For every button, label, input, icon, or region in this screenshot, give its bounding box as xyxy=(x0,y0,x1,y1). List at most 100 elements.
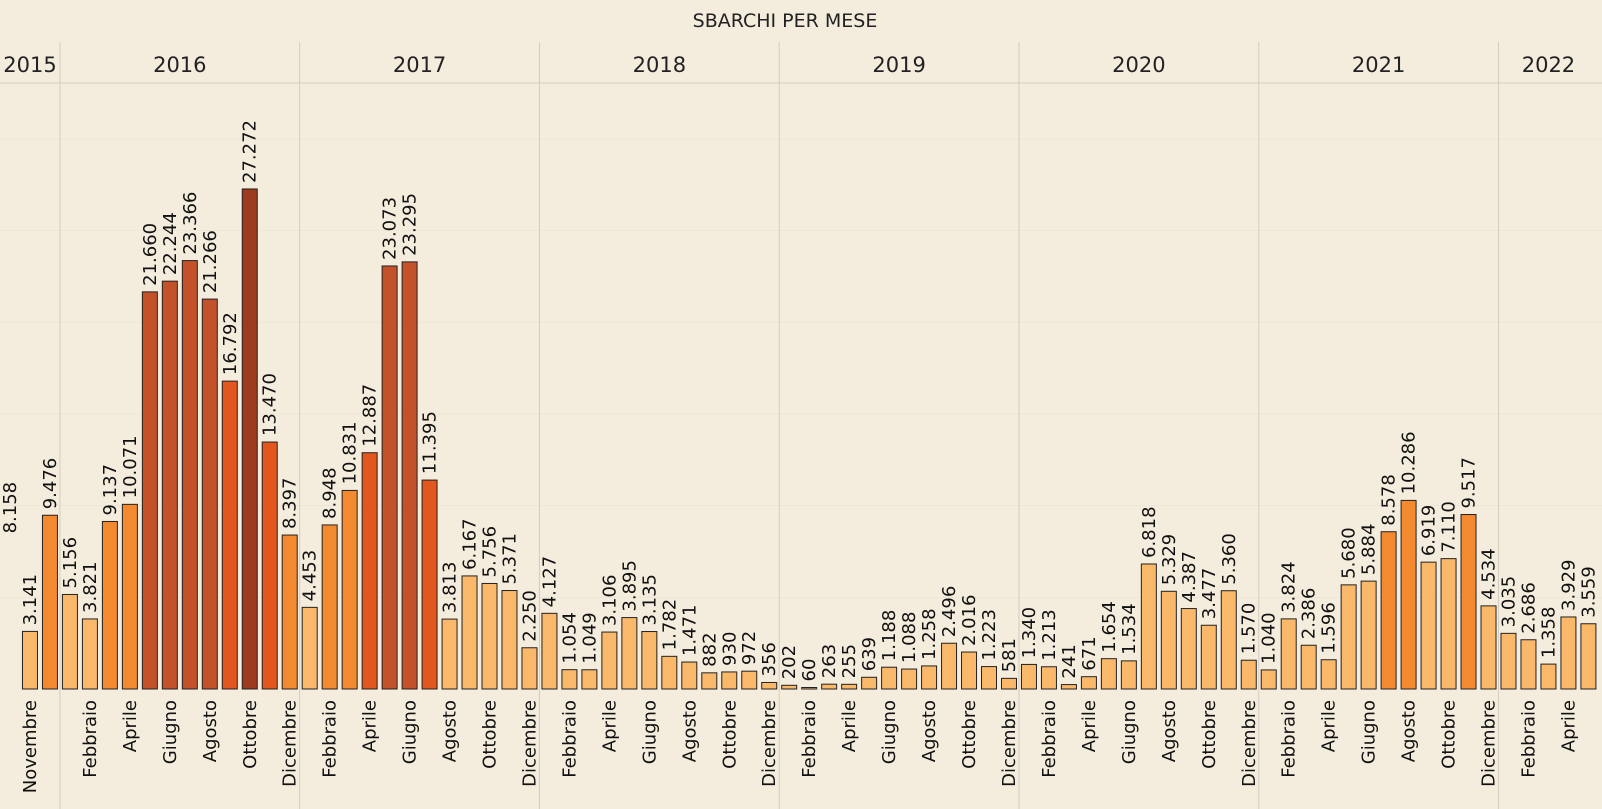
value-label: 8.158 xyxy=(0,482,21,534)
month-label: Febbraio xyxy=(559,700,580,778)
month-label: Febbraio xyxy=(1518,700,1539,778)
value-label: 3.135 xyxy=(639,574,660,626)
bar xyxy=(441,618,458,690)
bar xyxy=(1560,616,1577,690)
value-label: 3.929 xyxy=(1558,559,1579,611)
month-label: Agosto xyxy=(679,700,700,762)
value-label: 1.534 xyxy=(1119,603,1140,655)
bar xyxy=(1420,561,1437,690)
value-label: 1.054 xyxy=(559,612,580,664)
month-label: Giugno xyxy=(1119,700,1140,764)
month-label: Aprile xyxy=(120,700,141,752)
year-label: 2019 xyxy=(872,53,925,77)
value-label: 5.156 xyxy=(60,537,81,589)
bar xyxy=(181,260,198,690)
bar xyxy=(701,672,718,690)
bar xyxy=(281,534,298,690)
value-label: 10.831 xyxy=(340,421,361,484)
bar xyxy=(1180,608,1197,690)
value-label: 6.919 xyxy=(1419,505,1440,557)
month-label: Giugno xyxy=(400,700,421,764)
value-label: 3.141 xyxy=(20,574,41,626)
bar xyxy=(1080,676,1097,690)
month-label: Dicembre xyxy=(759,700,780,787)
value-label: 3.106 xyxy=(599,575,620,627)
month-label: Agosto xyxy=(1399,700,1420,762)
bar xyxy=(1360,580,1377,690)
bar xyxy=(81,618,98,690)
bar xyxy=(321,524,338,690)
bar xyxy=(461,575,478,690)
value-label: 1.213 xyxy=(1039,609,1060,661)
bar xyxy=(241,188,258,690)
month-label: Dicembre xyxy=(1239,700,1260,787)
month-label: Ottobre xyxy=(719,700,740,769)
value-label: 639 xyxy=(859,637,880,671)
month-label: Aprile xyxy=(599,700,620,752)
value-label: 12.887 xyxy=(360,384,381,447)
bar xyxy=(41,514,58,690)
bar xyxy=(881,666,898,690)
bar xyxy=(61,593,78,690)
bar xyxy=(721,671,738,690)
bar xyxy=(1460,514,1477,690)
month-label: Agosto xyxy=(440,700,461,762)
bar xyxy=(541,612,558,690)
value-label: 3.559 xyxy=(1578,566,1599,618)
value-label: 4.453 xyxy=(300,550,321,602)
bar xyxy=(141,291,158,690)
value-label: 1.040 xyxy=(1259,612,1280,664)
value-label: 22.244 xyxy=(160,212,181,275)
bar xyxy=(1400,499,1417,690)
year-label: 2018 xyxy=(633,53,686,77)
value-label: 6.167 xyxy=(460,518,481,570)
value-label: 972 xyxy=(739,631,760,665)
value-label: 21.266 xyxy=(200,230,221,293)
value-label: 2.250 xyxy=(519,590,540,642)
bar xyxy=(821,683,838,690)
bar xyxy=(861,676,878,690)
value-label: 1.049 xyxy=(579,612,600,664)
value-label: 3.035 xyxy=(1498,576,1519,628)
month-label: Dicembre xyxy=(280,700,301,787)
value-label: 4.534 xyxy=(1479,548,1500,600)
bar xyxy=(341,489,358,690)
value-label: 5.756 xyxy=(480,526,501,578)
bar xyxy=(901,668,918,690)
bar xyxy=(201,298,218,690)
bar xyxy=(761,681,778,690)
value-label: 1.258 xyxy=(919,608,940,660)
value-label: 21.660 xyxy=(140,223,161,286)
value-label: 1.188 xyxy=(879,610,900,662)
value-label: 1.782 xyxy=(659,599,680,651)
bar xyxy=(121,503,138,690)
bar xyxy=(1520,639,1537,690)
bar xyxy=(161,280,178,690)
month-label: Febbraio xyxy=(799,700,820,778)
value-label: 581 xyxy=(999,638,1020,672)
year-label: 2020 xyxy=(1112,53,1165,77)
month-label: Novembre xyxy=(20,700,41,793)
year-label: 2016 xyxy=(153,53,206,77)
bar xyxy=(421,479,438,690)
value-label: 3.824 xyxy=(1279,561,1300,613)
value-label: 2.496 xyxy=(939,586,960,638)
value-label: 5.329 xyxy=(1159,534,1180,586)
bar xyxy=(1340,584,1357,690)
month-label: Febbraio xyxy=(80,700,101,778)
bar xyxy=(1020,663,1037,690)
value-label: 1.596 xyxy=(1319,602,1340,654)
month-label: Dicembre xyxy=(519,700,540,787)
bar xyxy=(1380,531,1397,690)
bar xyxy=(1120,660,1137,690)
bar xyxy=(361,452,378,690)
value-label: 2.386 xyxy=(1299,588,1320,640)
value-label: 23.366 xyxy=(180,192,201,255)
month-label: Ottobre xyxy=(480,700,501,769)
value-label: 1.223 xyxy=(979,609,1000,661)
value-label: 930 xyxy=(719,632,740,666)
value-label: 1.358 xyxy=(1538,607,1559,659)
bar xyxy=(641,631,658,690)
